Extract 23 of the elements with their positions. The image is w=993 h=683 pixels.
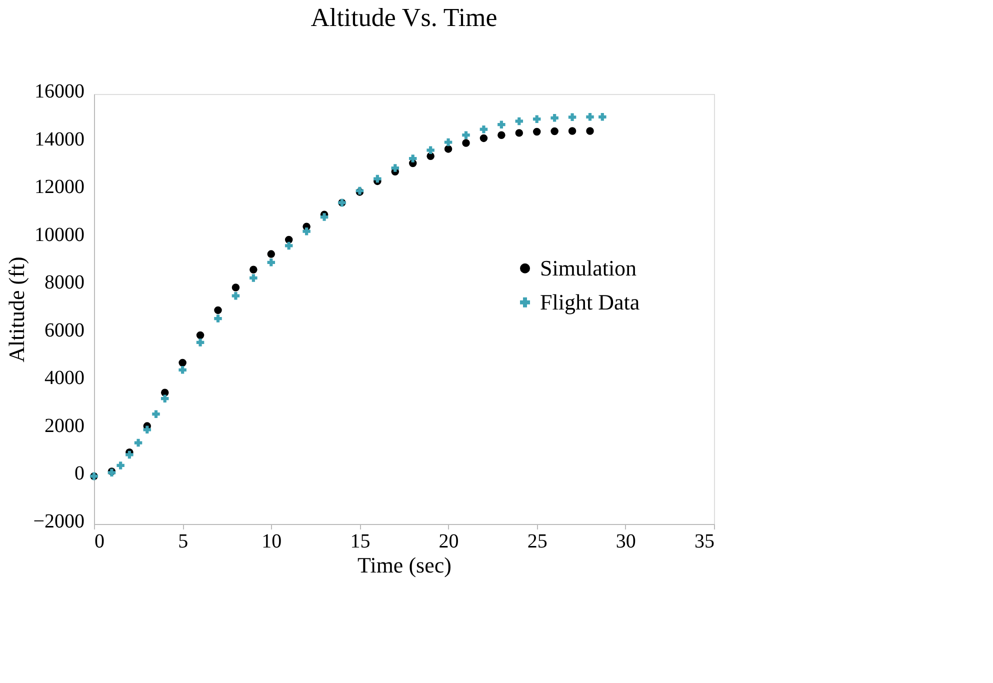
y-tick-label: −2000 bbox=[33, 510, 84, 532]
x-axis-title: Time (sec) bbox=[358, 552, 452, 578]
y-tick-label: 2000 bbox=[44, 414, 84, 437]
x-tick-label: 15 bbox=[350, 530, 370, 552]
x-tick-label: 5 bbox=[178, 530, 188, 552]
legend-label: Flight Data bbox=[540, 289, 640, 314]
y-tick-label: 14000 bbox=[34, 128, 84, 150]
y-tick-label: 0 bbox=[74, 462, 84, 485]
x-tick-label: 20 bbox=[438, 530, 459, 552]
x-tick-label: 35 bbox=[694, 530, 714, 552]
legend-label: Simulation bbox=[540, 255, 637, 280]
y-tick-label: 10000 bbox=[34, 224, 84, 246]
y-tick-label: 16000 bbox=[34, 80, 84, 102]
y-tick-label: 6000 bbox=[44, 319, 84, 342]
y-axis-title: Altitude (ft) bbox=[4, 256, 30, 362]
y-tick-label: 12000 bbox=[34, 176, 84, 198]
x-tick-label: 10 bbox=[262, 530, 282, 552]
x-tick-label: 25 bbox=[527, 530, 548, 552]
chart-title: Altitude Vs. Time bbox=[310, 3, 498, 32]
y-tick-label: 4000 bbox=[44, 367, 84, 390]
x-tick-label: 30 bbox=[616, 530, 636, 552]
x-tick-label: 0 bbox=[94, 530, 104, 552]
y-tick-label: 8000 bbox=[44, 272, 84, 294]
